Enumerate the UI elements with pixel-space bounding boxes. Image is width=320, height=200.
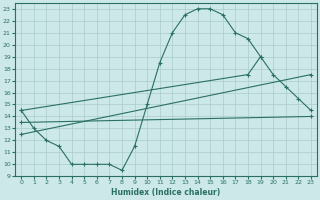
X-axis label: Humidex (Indice chaleur): Humidex (Indice chaleur) (111, 188, 221, 197)
